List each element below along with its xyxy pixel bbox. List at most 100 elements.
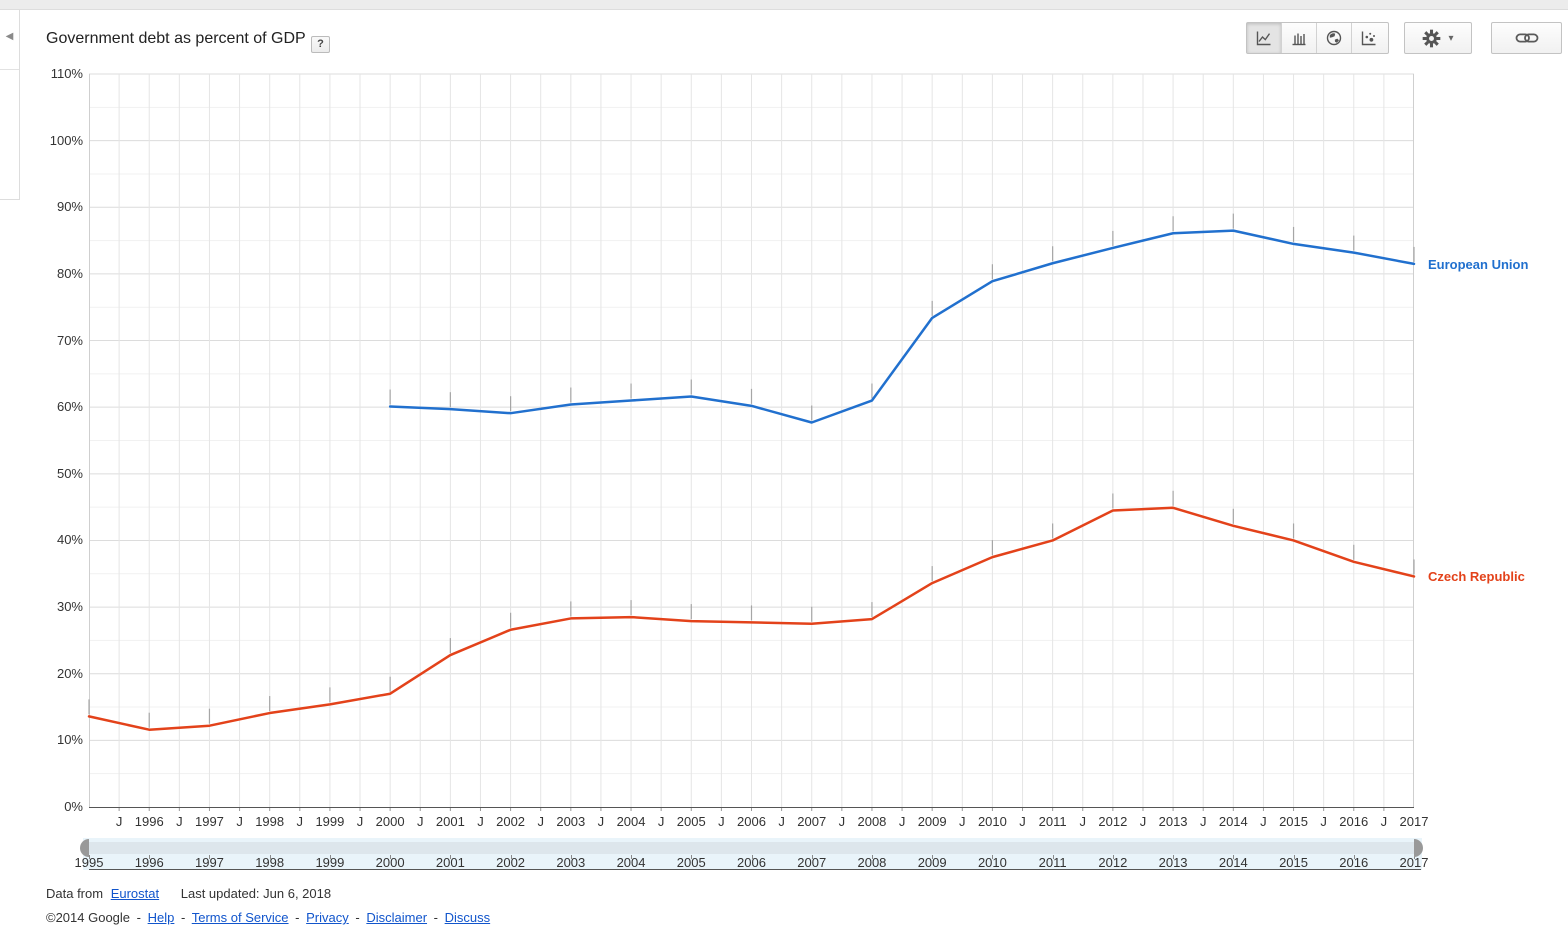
x-axis-midyear-label: J	[1260, 814, 1267, 829]
x-axis-midyear-label: J	[898, 814, 906, 829]
slider-year-label: 2003	[556, 855, 586, 870]
discuss-link[interactable]: Discuss	[444, 910, 491, 925]
terms-of-service-link[interactable]: Terms of Service	[191, 910, 289, 925]
x-axis-year-label: 2002	[496, 814, 526, 829]
slider-tick	[1112, 855, 1114, 859]
data-from-label: Data from	[46, 886, 104, 901]
slider-tick	[149, 855, 151, 859]
x-axis-midyear-label: J	[1380, 814, 1388, 829]
x-axis-midyear-label: J	[115, 814, 123, 829]
x-axis-midyear-label: J	[959, 814, 966, 829]
slider-year-label: 2004	[616, 855, 646, 870]
last-updated-label: Last updated: Jun 6, 2018	[180, 886, 332, 901]
x-axis-midyear-label: J	[356, 814, 364, 829]
x-axis-year-label: 2007	[797, 814, 827, 829]
legend-european-union[interactable]: European Union	[1428, 256, 1529, 272]
x-axis-year-label: 2012	[1098, 814, 1128, 829]
slider-tick	[992, 855, 994, 859]
slider-tick	[811, 855, 813, 859]
copyright-label: ©2014 Google	[46, 910, 131, 925]
slider-tick	[1414, 855, 1415, 859]
slider-year-label: 2010	[977, 855, 1007, 870]
slider-tick	[209, 855, 211, 859]
privacy-link[interactable]: Privacy	[306, 910, 349, 925]
slider-tick	[570, 855, 572, 859]
x-axis-midyear-label: J	[778, 814, 785, 829]
slider-tick	[691, 855, 693, 859]
x-axis-year-label: 1999	[315, 814, 345, 829]
y-axis-tick-label: 70%	[56, 332, 83, 348]
y-axis-tick-label: 90%	[56, 199, 83, 215]
slider-tick	[1353, 855, 1355, 859]
slider-tick	[1233, 855, 1235, 859]
x-axis-year-label: 2017	[1399, 814, 1429, 829]
y-axis-tick-label: 60%	[56, 399, 83, 415]
x-axis-year-label: 2005	[676, 814, 706, 829]
slider-tick	[450, 855, 452, 859]
slider-year-label: 1999	[315, 855, 345, 870]
slider-year-label: 2015	[1279, 855, 1308, 870]
x-axis-midyear-label: J	[1320, 814, 1327, 829]
time-slider-range-bar[interactable]	[89, 842, 1414, 854]
collapse-arrow-icon: ◀	[5, 31, 14, 42]
share-link-button[interactable]	[1492, 23, 1561, 53]
settings-toolbar: ▾	[1404, 22, 1472, 54]
slider-tick	[1293, 855, 1295, 859]
chart-canvas[interactable]	[87, 73, 1416, 811]
link-toolbar	[1491, 22, 1562, 54]
x-axis-midyear-label: J	[657, 814, 665, 829]
slider-year-label: 2000	[375, 855, 405, 870]
map-chart-button[interactable]	[1316, 23, 1351, 53]
help-button[interactable]: ?	[311, 36, 330, 53]
bar-chart-button[interactable]	[1281, 23, 1316, 53]
slider-year-label: 1998	[255, 855, 285, 870]
gear-icon	[1422, 29, 1441, 48]
x-axis-midyear-label: J	[718, 814, 725, 829]
y-axis-tick-label: 40%	[56, 532, 83, 548]
sidebar-collapse-button[interactable]: ◀	[0, 26, 19, 48]
disclaimer-link[interactable]: Disclaimer	[366, 910, 428, 925]
x-axis-year-label: 2013	[1158, 814, 1188, 829]
slider-year-label: 2017	[1399, 855, 1429, 870]
x-axis-midyear-label: J	[1019, 814, 1026, 829]
y-axis-tick-label: 30%	[56, 599, 83, 615]
chevron-down-icon: ▾	[1448, 32, 1454, 44]
sidebar-divider	[0, 69, 19, 70]
legend-czech-republic[interactable]: Czech Republic	[1428, 569, 1525, 585]
slider-handle-right[interactable]	[1414, 839, 1423, 857]
slider-year-label: 2014	[1218, 855, 1248, 870]
slider-tick	[1173, 855, 1175, 859]
slider-handle-left[interactable]	[80, 839, 89, 857]
settings-button[interactable]: ▾	[1405, 23, 1471, 53]
slider-year-label: 2016	[1339, 855, 1369, 870]
eurostat-source-link[interactable]: Eurostat	[110, 886, 160, 901]
footer-separator: -	[181, 910, 186, 925]
data-source-line: Data from Eurostat Last updated: Jun 6, …	[46, 886, 331, 901]
x-axis-midyear-label: J	[1139, 814, 1147, 829]
slider-tick	[932, 855, 934, 859]
slider-tick	[1052, 855, 1054, 859]
x-axis-year-label: 2000	[375, 814, 405, 829]
line-chart-button[interactable]	[1247, 23, 1281, 53]
x-axis-year-label: 2014	[1218, 814, 1248, 829]
x-axis-midyear-label: J	[537, 814, 544, 829]
top-strip	[0, 0, 1568, 10]
x-axis-midyear-label: J	[838, 814, 846, 829]
x-axis-year-label: 1998	[255, 814, 285, 829]
slider-tick	[871, 855, 873, 859]
x-axis-year-label: 2004	[616, 814, 646, 829]
slider-tick	[269, 855, 271, 859]
y-axis-tick-label: 100%	[49, 132, 83, 148]
x-axis-midyear-label: J	[1079, 814, 1087, 829]
x-axis-year-label: 2016	[1339, 814, 1369, 829]
slider-year-label: 1997	[194, 855, 224, 870]
help-link[interactable]: Help	[147, 910, 175, 925]
slider-year-label: 2007	[797, 855, 827, 870]
x-axis-year-label: 2015	[1279, 814, 1308, 829]
y-axis-tick-label: 50%	[56, 465, 83, 481]
page-title: Government debt as percent of GDP	[46, 30, 306, 47]
bubble-chart-button[interactable]	[1351, 23, 1386, 53]
x-axis-midyear-label: J	[1199, 814, 1207, 829]
slider-year-label: 2013	[1158, 855, 1188, 870]
